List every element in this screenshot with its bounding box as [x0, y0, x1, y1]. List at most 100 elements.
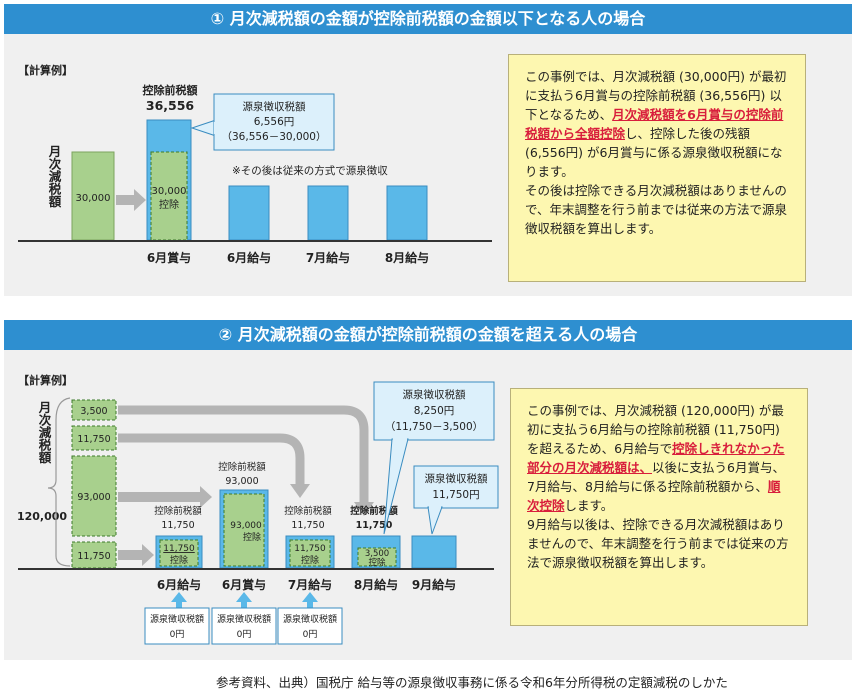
section-2-bracket — [47, 397, 71, 567]
section-2-segment-93000-value: 93,000 — [77, 492, 110, 503]
section-2-segment-3500 — [71, 399, 117, 421]
section-1-deduct-value: 30,000 — [152, 186, 187, 197]
section-1-july-salary-bar — [307, 185, 349, 241]
section-2-panel: ② 月次減税額の金額が控除前税額の金額を超える人の場合 【計算例】 月次減税額 … — [4, 320, 852, 660]
section-2-august-salary-deduct — [357, 547, 397, 567]
section-2-xlabel-july-salary: 7月給与 — [288, 577, 332, 592]
section-2-note-text-4: 9月給与以後は、控除できる月次減税額はありませんので、年末調整を行う前までは従来… — [527, 517, 789, 570]
section-2-pretax-value-august-salary: 11,750 — [356, 520, 393, 531]
section-2-arrow-to-june-salary — [118, 544, 154, 566]
section-1-xlabel-june-salary: 6月給与 — [227, 250, 271, 265]
section-1-deduct-word: 控除 — [159, 198, 179, 211]
section-2-pretax-value-june-bonus: 93,000 — [225, 476, 258, 487]
section-2-july-salary-deduct-value: 11,750 — [294, 544, 326, 554]
section-1-move-arrow — [116, 189, 146, 211]
section-2-diagram: 【計算例】 月次減税額 120,000 3,500 11,750 93,000 … — [17, 373, 499, 645]
section-2-segment-11750-b-value: 11,750 — [77, 551, 110, 562]
section-2-up-arrow-june-bonus — [236, 592, 252, 608]
section-1-after-note: ※その後は従来の方式で源泉徴収 — [232, 164, 388, 177]
section-2-july-salary-deduct-word: 控除 — [301, 554, 319, 566]
section-2-zero-box-june-bonus — [211, 607, 277, 645]
section-1-june-salary-bar — [228, 185, 270, 241]
section-1-xlabel-june-bonus: 6月賞与 — [147, 250, 191, 265]
section-2-arrow-to-august — [118, 405, 369, 504]
section-1-callout-title: 源泉徴収税額 — [243, 100, 306, 113]
section-1-reduction-bar — [71, 151, 115, 241]
section-1-note-text-2: し、控除した後の残額 (6,556円) が6月賞与に係る源泉徴収税額になります。 — [525, 126, 783, 179]
section-1-pretax-title: 控除前税額 — [143, 83, 198, 97]
section-2-callout-september-pointer — [427, 506, 443, 535]
section-2-zero-box-june-bonus-value: 0円 — [237, 629, 252, 640]
section-2-zero-box-july-salary-value: 0円 — [303, 629, 318, 640]
section-2-total-value: 120,000 — [17, 510, 67, 523]
section-1-explanation-note: この事例では、月次減税額 (30,000円) が最初に支払う6月賞与の控除前税額… — [508, 54, 806, 282]
section-2-callout-september — [413, 465, 499, 509]
section-2-july-salary-deduct — [289, 539, 331, 567]
section-1-callout-value: 6,556円 — [254, 116, 295, 128]
section-2-callout-august-calc: （11,750－3,500） — [385, 421, 483, 433]
section-1-title: ① 月次減税額の金額が控除前税額の金額以下となる人の場合 — [4, 4, 852, 34]
section-1-note-text-1: この事例では、月次減税額 (30,000円) が最初に支払う6月賞与の控除前税額… — [525, 69, 787, 122]
section-2-up-arrow-july-salary — [302, 592, 318, 608]
section-2-arrow-to-july-head — [290, 484, 310, 498]
section-2-june-bonus-deduct — [223, 493, 265, 567]
section-2-callout-september-value: 11,750円 — [432, 489, 479, 501]
section-2-segment-11750-a-value: 11,750 — [77, 434, 110, 445]
section-1-note-highlight: 月次減税額を6月賞与の控除前税額から全額控除 — [525, 107, 784, 141]
section-2-xlabel-june-salary: 6月給与 — [157, 577, 201, 592]
section-1-diagram: 【計算例】 月次減税額 30,000 控除前税額 36,556 30,000 控… — [18, 63, 492, 265]
section-2-zero-box-july-salary — [277, 607, 343, 645]
section-2-arrow-to-june-bonus — [118, 486, 212, 508]
section-2-vertical-label: 月次減税額 — [37, 401, 52, 464]
section-2-title: ② 月次減税額の金額が控除前税額の金額を超える人の場合 — [4, 320, 852, 350]
section-2-callout-august-title: 源泉徴収税額 — [403, 388, 466, 401]
section-2-zero-box-july-salary-title: 源泉徴収税額 — [283, 613, 337, 625]
section-2-pretax-title-june-salary: 控除前税額 — [154, 505, 202, 517]
section-2-june-salary-deduct-word: 控除 — [170, 554, 188, 566]
section-2-pretax-value-june-salary: 11,750 — [161, 520, 194, 531]
section-1-reduction-value: 30,000 — [76, 193, 111, 204]
section-2-xlabel-june-bonus: 6月賞与 — [222, 577, 266, 592]
section-2-pretax-value-july-salary: 11,750 — [291, 520, 324, 531]
section-1-pretax-value: 36,556 — [146, 98, 195, 113]
section-1-panel: ① 月次減税額の金額が控除前税額の金額以下となる人の場合 【計算例】 月次減税額… — [4, 4, 852, 296]
section-2-xlabel-september-salary: 9月給与 — [412, 577, 456, 592]
section-2-zero-box-june-salary — [144, 607, 210, 645]
section-2-pretax-title-june-bonus: 控除前税額 — [218, 461, 266, 473]
section-2-callout-august-value: 8,250円 — [414, 405, 455, 417]
section-2-note-text-1: この事例では、月次減税額 (120,000円) が最初に支払う6月給与の控除前税… — [527, 403, 784, 456]
section-2-segment-11750-a — [71, 425, 117, 451]
section-2-pretax-title-july-salary: 控除前税額 — [284, 505, 332, 517]
section-2-june-bonus-deduct-value: 93,000 — [230, 521, 262, 531]
section-2-august-salary-deduct-value: 3,500 — [365, 549, 389, 559]
section-2-note-text-3: します。 — [564, 498, 614, 513]
section-1-callout-calc: （36,556－30,000） — [222, 131, 327, 143]
section-2-june-salary-deduct-value: 11,750 — [163, 544, 195, 554]
section-2-june-salary-deduct — [159, 539, 199, 567]
section-1-vertical-label: 月次減税額 — [47, 145, 62, 208]
section-2-september-salary-bar — [411, 535, 457, 569]
section-1-xlabel-august-salary: 8月給与 — [385, 250, 429, 265]
section-2-segment-93000 — [71, 455, 117, 537]
section-2-arrow-to-august-head — [354, 502, 374, 516]
source-footer: 参考資料、出典）国税庁 給与等の源泉徴収事務に係る令和6年分所得税の定額減税のし… — [216, 675, 728, 690]
section-2-note-highlight-1: 控除しきれなかった部分の月次減税額は、 — [527, 441, 785, 475]
section-2-arrow-to-july — [118, 433, 305, 486]
section-2-callout-august-pointer — [383, 438, 409, 535]
section-2-segment-3500-value: 3,500 — [80, 406, 107, 417]
section-1-callout — [213, 93, 335, 151]
section-2-note-highlight-2: 順次控除 — [527, 479, 781, 513]
section-2-june-bonus-deduct-word: 控除 — [243, 531, 261, 543]
section-2-up-arrow-june-salary — [171, 592, 187, 608]
section-2-xlabel-august-salary: 8月給与 — [354, 577, 398, 592]
section-2-zero-box-june-bonus-title: 源泉徴収税額 — [217, 613, 271, 625]
section-1-calc-label: 【計算例】 — [18, 63, 73, 77]
section-1-august-salary-bar — [386, 185, 428, 241]
section-2-callout-september-title: 源泉徴収税額 — [425, 472, 488, 485]
section-2-note-text-2: 以後に支払う6月賞与、7月給与、8月給与に係る控除前税額から、 — [527, 460, 785, 494]
section-2-zero-box-june-salary-value: 0円 — [170, 629, 185, 640]
section-2-august-salary-deduct-word: 控除 — [368, 557, 386, 568]
section-2-callout-august — [373, 381, 495, 441]
section-1-callout-pointer — [190, 119, 217, 137]
section-1-deduct-box — [150, 151, 188, 241]
